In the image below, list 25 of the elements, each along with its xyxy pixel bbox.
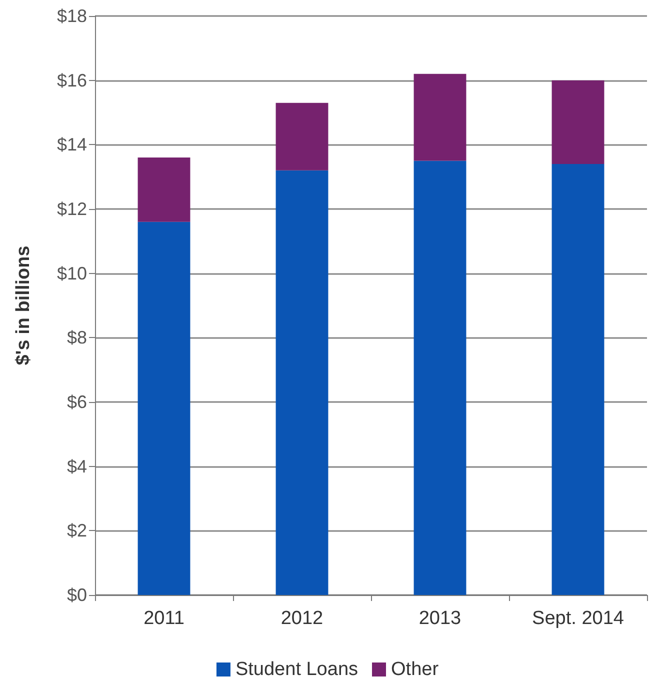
- x-tick-label: 2011: [144, 608, 184, 629]
- x-tick-label: Sept. 2014: [532, 608, 624, 629]
- bar: [414, 160, 466, 595]
- x-tick-label: 2012: [280, 608, 324, 629]
- y-tick-label: $2: [66, 520, 87, 541]
- y-tick-label: $18: [56, 6, 87, 26]
- y-tick-label: $6: [66, 392, 87, 412]
- bar: [552, 164, 604, 595]
- y-tick-label: $16: [56, 70, 87, 90]
- x-tick-label: 2013: [418, 608, 462, 629]
- bar: [552, 80, 604, 164]
- y-axis-title: $'s in billions: [13, 246, 34, 366]
- bar: [414, 74, 466, 161]
- bar: [138, 158, 190, 222]
- legend-label: Other: [391, 659, 440, 680]
- y-tick-label: $14: [56, 134, 87, 155]
- bar: [276, 170, 328, 595]
- y-tick-label: $8: [66, 328, 87, 348]
- y-tick-label: $10: [56, 263, 87, 284]
- y-tick-label: $4: [66, 456, 87, 476]
- bar: [276, 102, 328, 170]
- legend-label: Student Loans: [235, 659, 358, 680]
- bar: [138, 222, 190, 595]
- y-tick-label: $0: [66, 585, 87, 605]
- y-tick-label: $12: [56, 199, 87, 219]
